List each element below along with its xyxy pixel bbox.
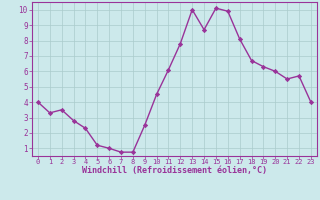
- X-axis label: Windchill (Refroidissement éolien,°C): Windchill (Refroidissement éolien,°C): [82, 166, 267, 175]
